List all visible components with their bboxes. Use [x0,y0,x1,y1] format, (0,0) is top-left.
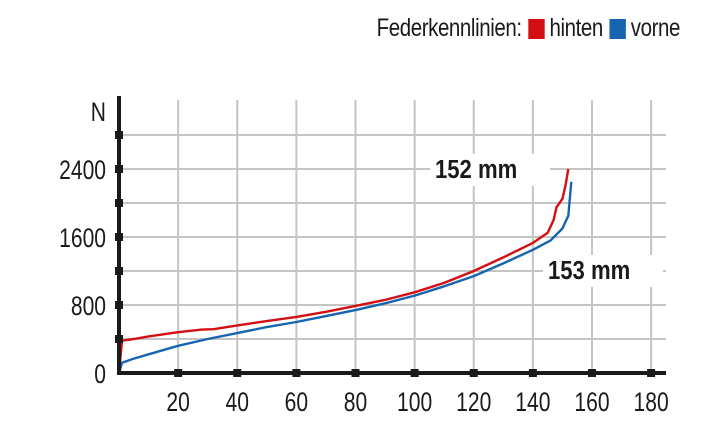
legend-swatch-vorne [609,18,626,39]
tick-labels: 20 40 60 80 100 120 140 160 180 0 800 1600 2400 N [59,98,669,418]
x-tick-mark [351,369,360,377]
x-tick-label: 160 [574,388,609,418]
y-tick-label: 800 [71,292,106,322]
x-tick-mark [233,369,242,377]
y-tick-mark [115,131,123,139]
legend-label-vorne: vorne [630,14,681,42]
series-lines [117,168,573,374]
y-tick-mark [115,199,123,207]
annotation-bg [430,154,550,186]
legend-swatch-hinten [528,18,545,39]
y-tick-label: 1600 [59,224,106,254]
x-tick-mark [588,369,596,377]
grid-lines [119,100,666,373]
annotations: 152 mm 153 mm [430,154,663,287]
x-tick-mark [528,369,537,377]
x-tick-label: 80 [344,388,367,418]
y-tick-mark [115,301,123,309]
x-tick-label: 60 [285,388,308,418]
y-axis-unit-label: N [91,98,106,128]
y-tick-mark [115,335,123,343]
x-tick-label: 180 [634,388,669,418]
legend-label-hinten: hinten [549,14,603,42]
y-tick-mark [115,165,123,173]
annotation-bg [543,255,663,287]
series-line-vorne [117,181,573,374]
x-tick-label: 20 [166,388,189,418]
axes [115,96,666,377]
y-tick-label: 2400 [59,156,106,186]
series-line-hinten [117,168,570,374]
x-tick-label: 100 [397,388,432,418]
x-tick-label: 40 [226,388,249,418]
annotation-label-vorne: 153 mm [548,256,630,285]
y-tick-mark [115,233,123,241]
x-tick-mark [174,369,183,377]
legend-title: Federkennlinien: [376,14,522,42]
x-tick-mark [292,369,301,377]
y-tick-label: 0 [94,360,106,390]
y-tick-mark [115,267,123,275]
x-tick-label: 120 [456,388,491,418]
x-tick-mark [410,369,419,377]
annotation-label-hinten: 152 mm [435,155,517,184]
x-tick-mark [647,369,656,377]
x-tick-label: 140 [515,388,550,418]
chart-legend: Federkennlinien: hinten vorne [376,14,681,43]
x-tick-mark [469,369,478,377]
